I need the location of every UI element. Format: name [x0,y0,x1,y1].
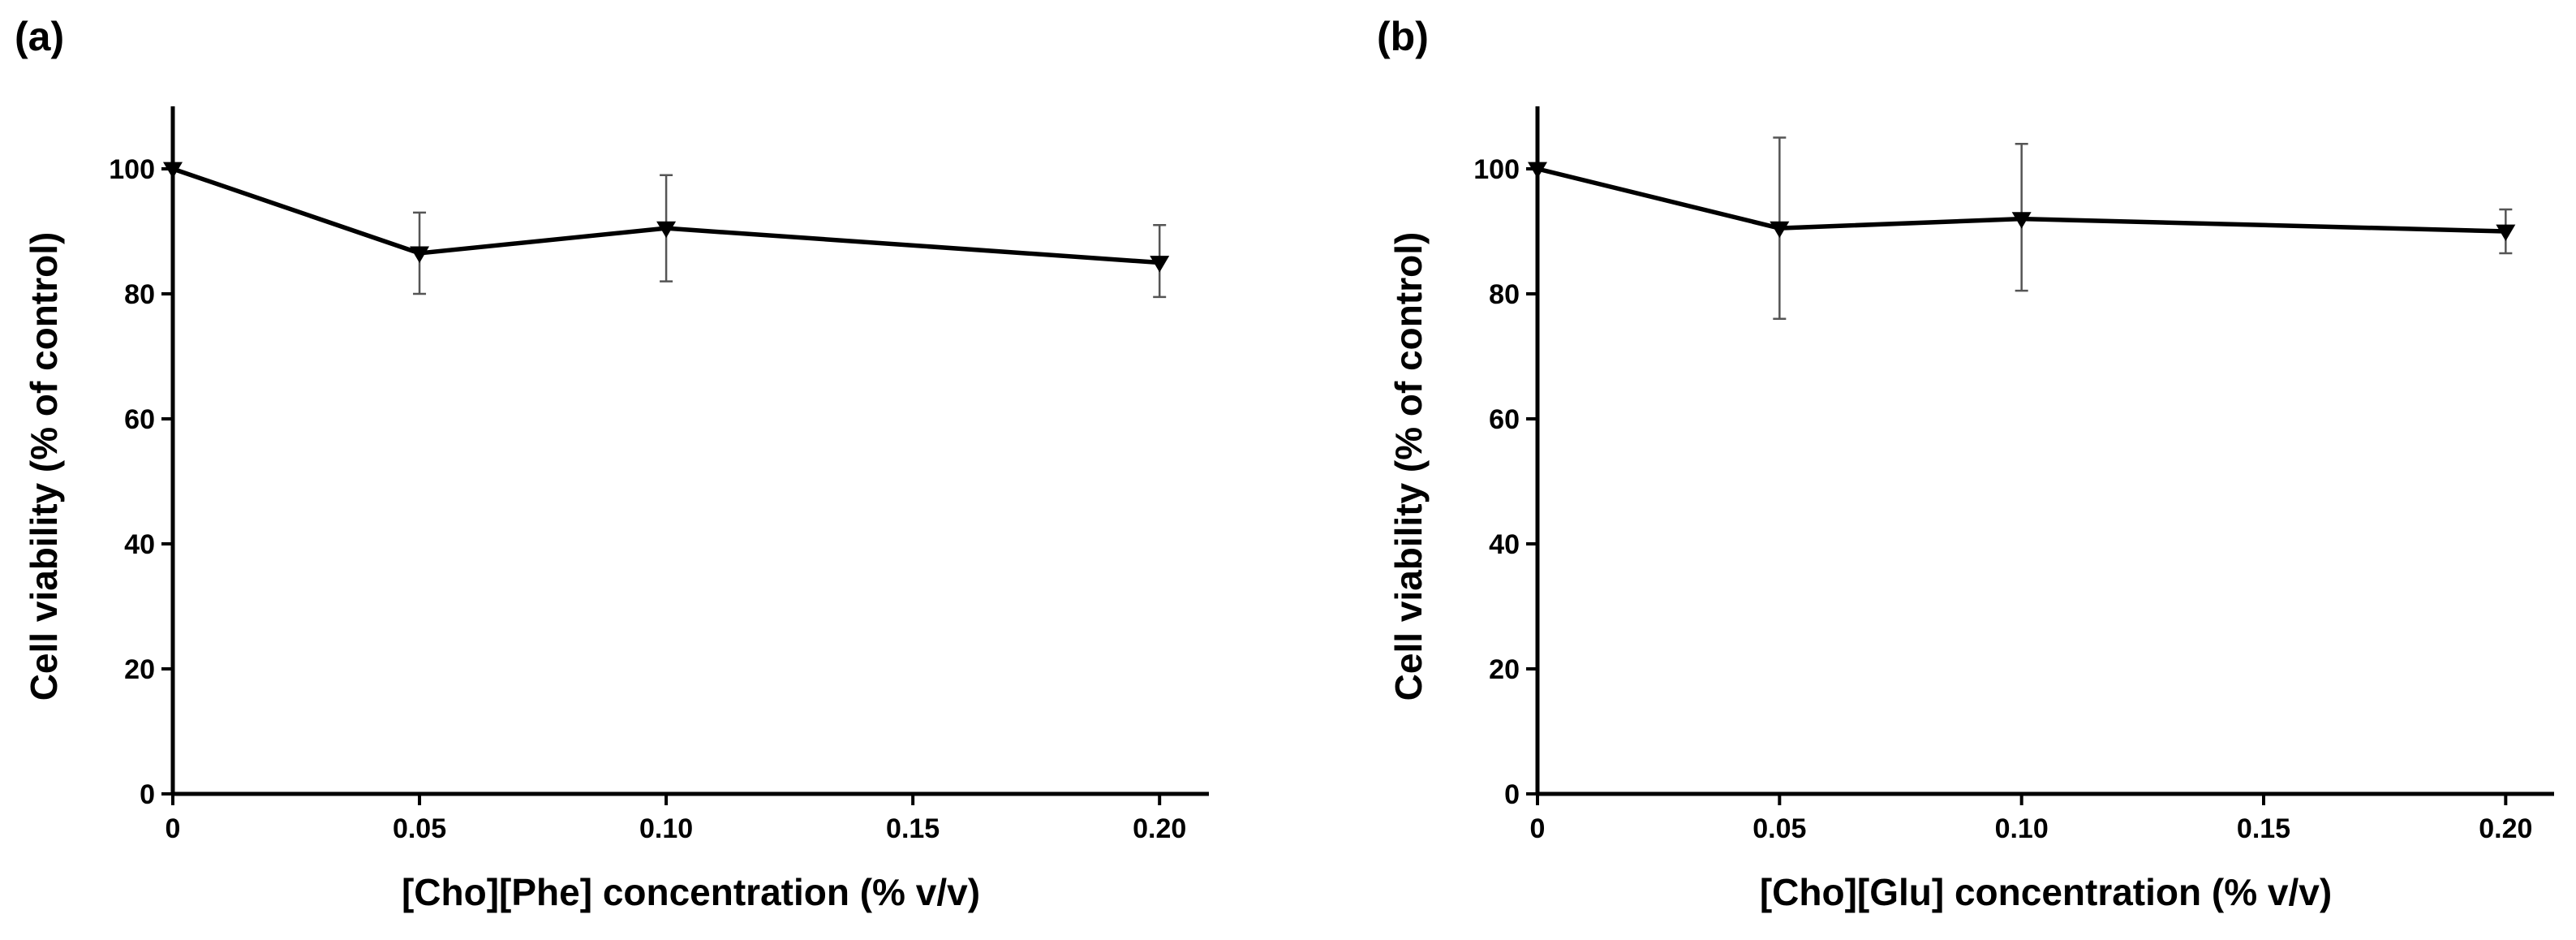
x-tick-label: 0.05 [393,813,446,844]
y-tick-label: 100 [109,154,155,185]
y-tick-label: 20 [124,654,155,685]
panel-label: (b) [1377,14,1429,59]
x-tick-label: 0.15 [2237,813,2290,844]
y-tick-label: 0 [1504,779,1520,810]
x-tick-label: 0 [1530,813,1546,844]
data-point [656,221,677,239]
x-axis-title: [Cho][Glu] concentration (% v/v) [1760,871,2332,913]
panel-label: (a) [15,14,64,59]
y-tick-label: 20 [1489,654,1520,685]
y-tick-label: 80 [124,279,155,310]
series-line [1537,166,2506,234]
y-tick-label: 60 [1489,404,1520,435]
y-tick-label: 80 [1489,279,1520,310]
y-tick-label: 40 [1489,529,1520,560]
y-tick-label: 0 [140,779,155,810]
x-tick-label: 0.15 [886,813,940,844]
y-tick-label: 40 [124,529,155,560]
data-point [2496,224,2516,241]
x-tick-label: 0.20 [1133,813,1186,844]
x-tick-label: 0.20 [2479,813,2532,844]
y-tick-label: 100 [1473,154,1520,185]
series-line [172,166,1160,265]
data-point [1528,162,1547,179]
x-axis-title: [Cho][Phe] concentration (% v/v) [402,871,980,913]
x-tick-label: 0 [166,813,181,844]
y-tick-label: 60 [124,404,155,435]
panel-b: (b) 0 20 40 60 80 100 0 0.05 0.10 0.15 0.20 [Cho][Gl… [1377,14,2554,913]
x-tick-label: 0.10 [1995,813,2049,844]
data-point [2011,212,2032,229]
y-axis-title: Cell viability (% of control) [23,232,65,701]
data-point [1770,221,1790,239]
y-axis-title: Cell viability (% of control) [1387,232,1430,701]
x-tick-label: 0.05 [1752,813,1806,844]
panel-a: (a) 0 20 40 60 80 100 0 0.05 0.10 0.15 0.20 [Cho][Ph… [15,14,1209,913]
data-point [410,246,430,263]
x-tick-label: 0.10 [639,813,693,844]
data-point [163,162,183,179]
data-point [1150,256,1170,273]
